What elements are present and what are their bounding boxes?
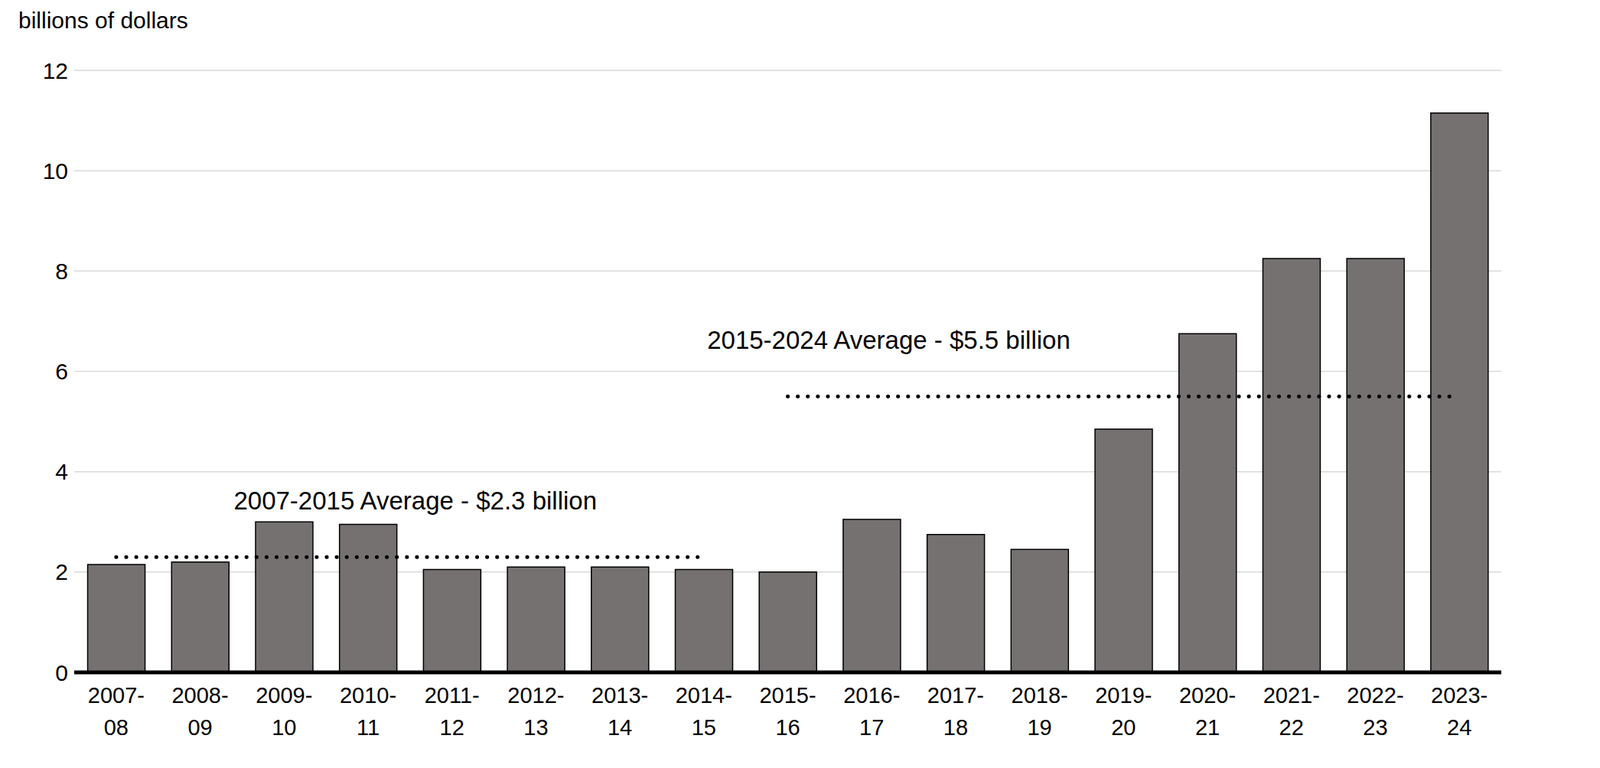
svg-text:6: 6 (55, 358, 69, 385)
svg-text:2023-24: 2023-24 (1430, 683, 1488, 740)
svg-text:2011-12: 2011-12 (424, 683, 480, 740)
svg-text:2014-15: 2014-15 (675, 683, 733, 740)
svg-text:12: 12 (42, 58, 69, 84)
svg-text:2012-13: 2012-13 (507, 683, 564, 740)
svg-text:2015-16: 2015-16 (759, 683, 816, 740)
svg-text:2: 2 (55, 559, 69, 585)
svg-text:0: 0 (55, 660, 69, 686)
svg-text:2010-11: 2010-11 (339, 683, 397, 740)
svg-text:2007-08: 2007-08 (87, 683, 145, 740)
svg-text:2015-2024 Average - $5.5 billi: 2015-2024 Average - $5.5 billion (707, 325, 1071, 355)
svg-text:2016-17: 2016-17 (843, 683, 900, 740)
svg-text:10: 10 (42, 158, 69, 184)
svg-text:2018-19: 2018-19 (1011, 683, 1069, 740)
svg-text:2021-22: 2021-22 (1263, 683, 1320, 740)
html-text:billions of dollars: billions of dollars (18, 7, 189, 33)
svg-text:2019-20: 2019-20 (1094, 683, 1152, 740)
svg-text:2013-14: 2013-14 (591, 683, 649, 740)
svg-text:2007-2015 Average - $2.3 billi: 2007-2015 Average - $2.3 billion (233, 486, 597, 515)
svg-text:2009-10: 2009-10 (255, 683, 313, 740)
svg-text:2022-23: 2022-23 (1346, 683, 1404, 740)
svg-text:2008-09: 2008-09 (171, 683, 229, 740)
svg-text:2020-21: 2020-21 (1179, 683, 1236, 740)
svg-text:4: 4 (55, 459, 69, 485)
svg-text:2017-18: 2017-18 (927, 683, 985, 740)
svg-text:8: 8 (55, 258, 69, 284)
